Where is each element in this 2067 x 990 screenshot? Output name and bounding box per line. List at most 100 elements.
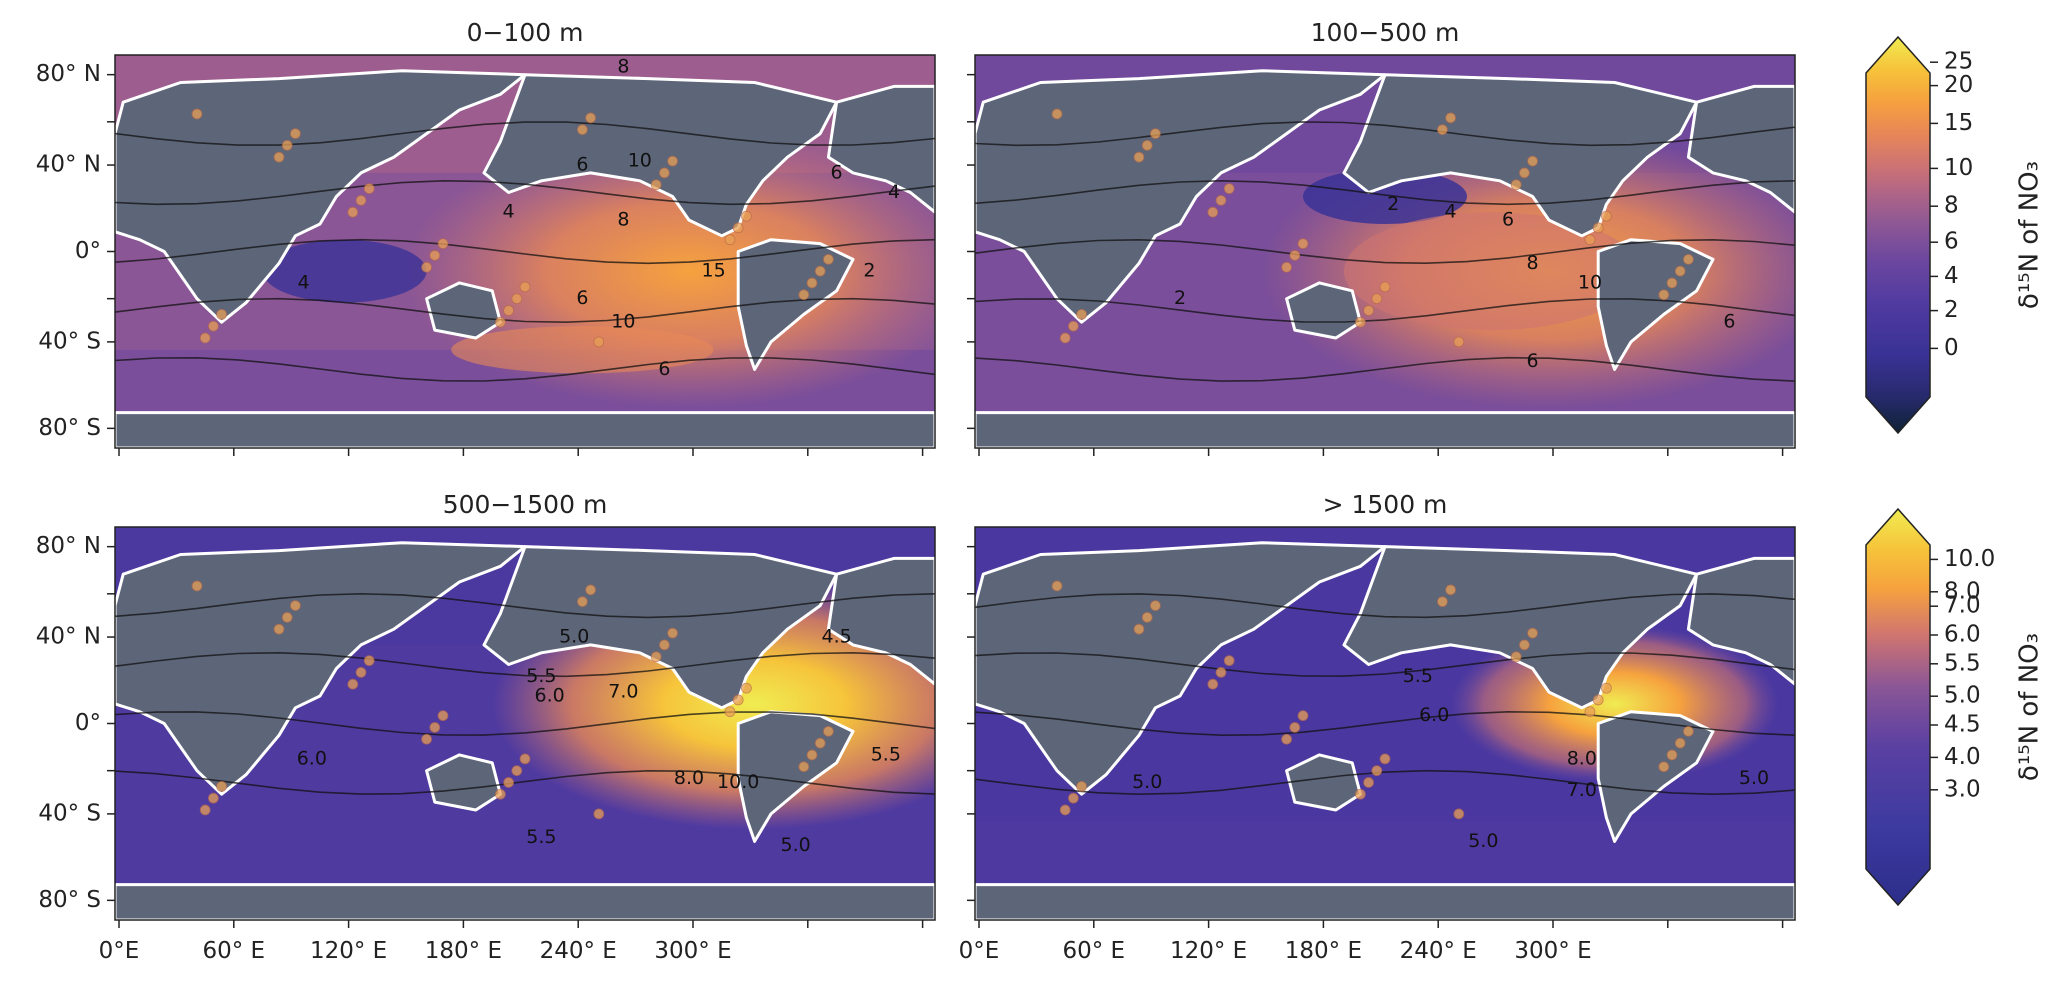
y-tick-label: 40° N	[36, 624, 101, 650]
colorbar-body	[1865, 35, 1931, 435]
land-mass-3	[826, 84, 937, 214]
observation-point	[1666, 277, 1678, 289]
observation-point	[281, 139, 293, 151]
observation-point	[1584, 706, 1596, 718]
observation-point	[1141, 611, 1153, 623]
high-region	[451, 326, 714, 374]
colorbar-tick-label: 15	[1944, 110, 1973, 136]
low-region	[262, 239, 427, 303]
contour-label: 8	[617, 55, 629, 77]
observation-point	[191, 580, 203, 592]
contour-label: 8.0	[1567, 747, 1597, 769]
contour-label: 6	[576, 154, 588, 176]
land-mass-1	[973, 541, 1387, 796]
observation-point	[1133, 623, 1145, 635]
observation-point	[1584, 234, 1596, 246]
contour-label: 4	[1445, 201, 1457, 223]
observation-point	[1133, 151, 1145, 163]
contour-label: 10.0	[717, 771, 759, 793]
contour-label: 10	[628, 150, 652, 172]
observation-point	[1592, 694, 1604, 706]
contour-label: 10	[611, 311, 635, 333]
y-tick-label: 80° S	[38, 415, 101, 441]
observation-point	[1527, 627, 1538, 639]
contour-label: 4	[503, 201, 515, 223]
observation-point	[577, 596, 588, 608]
panel-title: 0−100 m	[467, 18, 584, 47]
panel-title: 100−500 m	[1311, 18, 1460, 47]
observation-point	[1059, 804, 1071, 816]
colorbar-tick-label: 2	[1944, 297, 1959, 323]
observation-point	[191, 108, 203, 120]
contour-label: 4	[888, 181, 900, 203]
observation-point	[511, 293, 523, 305]
x-tick-label: 240° E	[1400, 938, 1477, 964]
x-tick-label: 120° E	[1170, 938, 1247, 964]
observation-point	[1355, 788, 1366, 800]
contour-label: 5.5	[526, 665, 556, 687]
observation-point	[281, 611, 293, 623]
land-mass-3	[1686, 556, 1797, 686]
observation-point	[1076, 308, 1087, 320]
contour-line	[974, 356, 1796, 382]
observation-point	[806, 277, 818, 289]
colorbar-label: δ¹⁵N of NO₃	[2015, 633, 2045, 781]
contour-line	[114, 356, 936, 382]
observation-point	[1207, 678, 1219, 690]
map-panel-3: 5.05.56.0 7.06.08.0 10.05.5 5.04.55.5500−15…	[36, 490, 937, 964]
observation-point	[593, 808, 605, 820]
contour-line	[974, 593, 1796, 619]
observation-point	[667, 627, 678, 639]
colorbar-tick-label: 20	[1944, 72, 1973, 98]
contour-line	[974, 121, 1796, 147]
observation-point	[199, 804, 211, 816]
observation-point	[577, 124, 588, 136]
colorbar-tick-label: 6.0	[1944, 622, 1981, 648]
observation-point	[1068, 792, 1079, 804]
observation-point	[1297, 238, 1309, 250]
observation-point	[806, 749, 818, 761]
observation-point	[289, 600, 301, 611]
observation-point	[1355, 316, 1366, 328]
contour-label: 6.0	[297, 747, 327, 769]
contour-line	[974, 179, 1796, 206]
y-tick-label: 40° N	[36, 152, 101, 178]
observation-point	[347, 678, 359, 690]
y-tick-label: 40° S	[38, 800, 101, 826]
contour-line	[114, 238, 936, 265]
observation-point	[1068, 320, 1079, 332]
observation-point	[823, 725, 834, 737]
x-tick-label: 180° E	[425, 938, 502, 964]
observation-point	[659, 639, 670, 651]
contour-label: 6	[1723, 311, 1735, 333]
observation-point	[1437, 596, 1448, 608]
observation-point	[1281, 261, 1292, 273]
observation-point	[1379, 281, 1391, 293]
observation-point	[347, 206, 359, 218]
colorbar-tick-label: 6	[1944, 229, 1959, 255]
contour-label: 15	[702, 260, 726, 282]
contour-label: 10	[1578, 271, 1602, 293]
observation-point	[1658, 289, 1670, 301]
observation-point	[273, 623, 285, 635]
contour-label: 5.0	[1739, 767, 1769, 789]
observation-point	[511, 765, 523, 777]
contour-label: 4	[298, 271, 310, 293]
colorbar-tick-label: 10	[1944, 155, 1973, 181]
observation-point	[650, 651, 662, 663]
observation-point	[1674, 737, 1686, 749]
y-tick-label: 80° N	[36, 61, 101, 87]
contour-label: 5.5	[526, 826, 556, 848]
colorbar-tick-label: 5.0	[1944, 683, 1981, 709]
observation-point	[585, 584, 596, 596]
observation-point	[1281, 733, 1292, 745]
colorbar-tick-label: 7.0	[1944, 593, 1981, 619]
observation-point	[421, 261, 433, 273]
contour-line	[114, 651, 936, 678]
contour-label: 8.0	[674, 767, 704, 789]
observation-point	[593, 336, 605, 348]
observation-point	[1215, 195, 1227, 206]
